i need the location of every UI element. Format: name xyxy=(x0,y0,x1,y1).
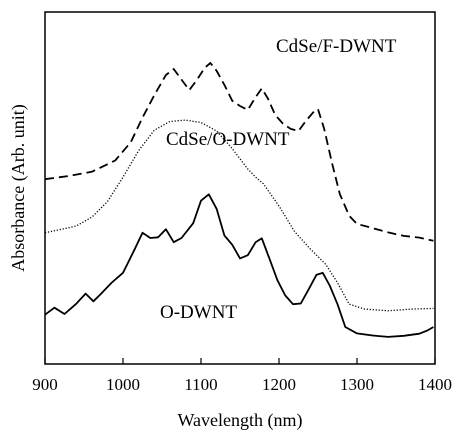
x-tick-label: 1100 xyxy=(184,375,217,394)
x-tick-label: 1300 xyxy=(340,375,374,394)
y-axis-title: Absorbance (Arb. unit) xyxy=(8,104,29,271)
x-tick-label: 900 xyxy=(32,375,58,394)
series-label-o-dwnt: O-DWNT xyxy=(160,302,237,323)
x-axis-ticks xyxy=(44,358,436,364)
series-lines xyxy=(44,62,434,338)
x-axis-title: Wavelength (nm) xyxy=(177,410,302,431)
plot-frame xyxy=(44,11,436,365)
series-line-o-dwnt xyxy=(44,193,434,338)
x-axis-tick-labels: 900 1000 1100 1200 1300 1400 xyxy=(32,375,452,394)
series-label-cdse-o-dwnt: CdSe/O-DWNT xyxy=(166,129,290,150)
series-line-cdse-f-dwnt xyxy=(44,62,434,242)
x-tick-label: 1200 xyxy=(262,375,296,394)
x-tick-label: 1400 xyxy=(418,375,452,394)
series-label-cdse-f-dwnt: CdSe/F-DWNT xyxy=(276,36,397,57)
x-tick-label: 1000 xyxy=(106,375,140,394)
